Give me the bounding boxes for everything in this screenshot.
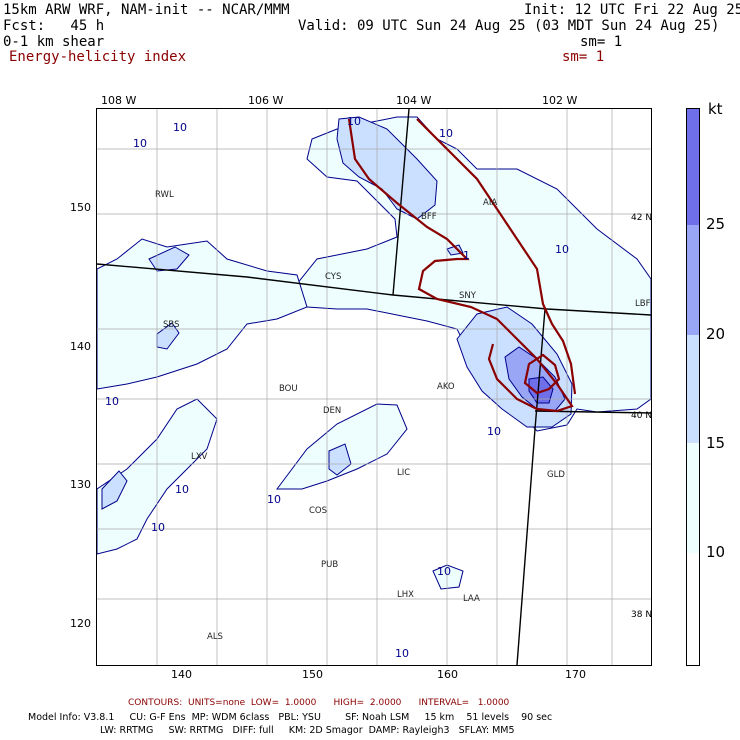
colorbar-label-10: 10 (706, 543, 726, 561)
map-panel: RWL BFF AIA CYS SNY LBF SBS BOU AKO DEN … (96, 108, 652, 666)
city-den: DEN (323, 406, 341, 416)
lat-label-40n: 40 N (631, 411, 651, 421)
y-grid-label-140: 140 (70, 340, 91, 353)
city-bff: BFF (421, 212, 437, 222)
city-laa: LAA (463, 594, 480, 604)
init-time: Init: 12 UTC Fri 22 Aug 25 (524, 2, 740, 18)
ehi-contour-1-east (416, 118, 577, 395)
lat-label-42n: 42 N (631, 213, 651, 223)
contour-label: 10 (437, 565, 451, 578)
contour-label: 10 (105, 395, 119, 408)
x-grid-label-170: 170 (565, 668, 586, 681)
shear-region-15-west (101, 470, 128, 510)
model-info-line1: Model Info: V3.8.1 CU: G-F Ens MP: WDM 6… (28, 712, 553, 723)
ehi-contour-2 (523, 353, 561, 395)
city-als: ALS (207, 632, 223, 642)
contour-label: 10 (487, 425, 501, 438)
lon-label-102w: 102 W (542, 94, 578, 107)
contour-label: 10 (395, 647, 409, 660)
field2-smoothing: sm= 1 (562, 49, 605, 65)
contour-label: 10 (267, 493, 281, 506)
model-info-line2: LW: RRTMG SW: RRTMG DIFF: full KM: 2D Sm… (100, 725, 515, 736)
city-lxv: LXV (191, 452, 208, 462)
colorbar-segment-10 (687, 443, 699, 553)
x-grid-label-160: 160 (437, 668, 458, 681)
colorbar-segment-25 (687, 109, 699, 225)
y-grid-label-150: 150 (70, 201, 91, 214)
city-cos: COS (309, 506, 327, 516)
contour-label: 10 (133, 137, 147, 150)
shear-shading-10 (97, 116, 651, 590)
lon-label-106w: 106 W (248, 94, 284, 107)
lat-label-38n: 38 N (631, 610, 651, 620)
lon-label-108w: 108 W (101, 94, 137, 107)
city-sny: SNY (459, 291, 477, 301)
contour-label: 10 (439, 127, 453, 140)
contour-label: 10 (347, 115, 361, 128)
shear-region-25 (528, 376, 554, 404)
city-pub: PUB (321, 560, 338, 570)
city-lic: LIC (397, 468, 410, 478)
shear-region-15-center (328, 443, 352, 476)
colorbar-segment-20 (687, 225, 699, 335)
colorbar-segment-0 (687, 553, 699, 665)
map-canvas: RWL BFF AIA CYS SNY LBF SBS BOU AKO DEN … (97, 109, 651, 665)
contour-label: 10 (173, 121, 187, 134)
colorbar-label-20: 20 (706, 325, 726, 343)
field1-label: 0-1 km shear (3, 34, 105, 50)
valid-time: Valid: 09 UTC Sun 24 Aug 25 (03 MDT Sun … (298, 18, 720, 34)
x-grid-label-140: 140 (171, 668, 192, 681)
colorbar-label-15: 15 (706, 434, 726, 452)
contour-label: 10 (151, 521, 165, 534)
contour-info: CONTOURS: UNITS=none LOW= 1.0000 HIGH= 2… (128, 698, 510, 708)
city-ako: AKO (437, 382, 455, 392)
field1-smoothing: sm= 1 (580, 34, 623, 50)
state-borders (97, 109, 651, 665)
forecast-hour: Fcst: 45 h (3, 18, 105, 34)
colorbar (686, 108, 700, 666)
ehi-contour-1-north (347, 118, 574, 413)
city-lhx: LHX (397, 590, 414, 600)
city-sbs: SBS (163, 320, 179, 330)
city-aia: AIA (483, 198, 497, 208)
city-cys: CYS (325, 272, 341, 282)
model-title: 15km ARW WRF, NAM-init -- NCAR/MMM (3, 2, 290, 18)
field2-label: Energy-helicity index (9, 49, 187, 65)
contour-label: 10 (175, 483, 189, 496)
lon-label-104w: 104 W (396, 94, 432, 107)
x-grid-label-150: 150 (302, 668, 323, 681)
city-lbf: LBF (635, 299, 651, 309)
colorbar-label-25: 25 (706, 215, 726, 233)
shear-region-west (97, 238, 308, 390)
city-rwl: RWL (155, 190, 174, 200)
colorbar-segment-15 (687, 335, 699, 443)
contour-label: 10 (555, 243, 569, 256)
ehi-contours (347, 118, 577, 413)
colorbar-unit: kt (708, 100, 723, 118)
y-grid-label-130: 130 (70, 478, 91, 491)
city-gld: GLD (547, 470, 565, 480)
shear-shading-25 (528, 376, 554, 404)
city-bou: BOU (279, 384, 298, 394)
contour-label: 1 (463, 249, 470, 262)
y-grid-label-120: 120 (70, 617, 91, 630)
shear-region-small (432, 564, 464, 590)
contour-labels: 10 10 10 10 10 10 10 10 10 10 10 10 1 (105, 115, 569, 660)
city-labels: RWL BFF AIA CYS SNY LBF SBS BOU AKO DEN … (155, 190, 651, 642)
county-boundaries (97, 109, 651, 665)
